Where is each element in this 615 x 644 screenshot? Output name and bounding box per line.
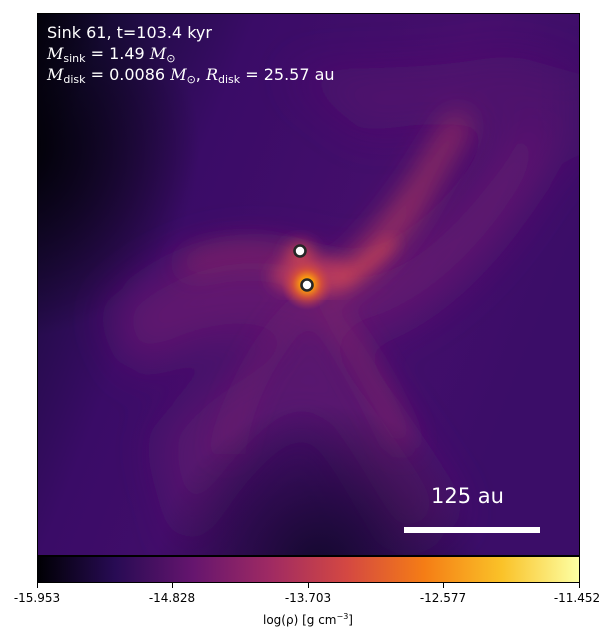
colorbar-tick-label: -15.953 xyxy=(13,591,61,605)
colorbar-tick xyxy=(37,583,38,588)
colorbar-tick-label: -12.577 xyxy=(419,591,467,605)
density-map: Sink 61, t=103.4 kyr Msink = 1.49 M⊙ Mdi… xyxy=(37,13,580,556)
colorbar-tick xyxy=(172,583,173,588)
colorbar-tick-label: -11.452 xyxy=(553,591,601,605)
scale-bar-label: 125 au xyxy=(431,484,504,508)
sink-b-marker xyxy=(300,278,314,292)
colorbar-title: log(ρ) [g cm−3] xyxy=(263,612,353,627)
sink-time-label: Sink 61, t=103.4 kyr xyxy=(47,23,212,42)
disk-properties-label: Mdisk = 0.0086 M⊙, Rdisk = 25.57 au xyxy=(47,65,335,86)
colorbar-tick-label: -14.828 xyxy=(148,591,196,605)
sink-a-marker xyxy=(293,244,307,258)
colorbar-tick xyxy=(308,583,309,588)
sink-mass-label: Msink = 1.49 M⊙ xyxy=(47,44,176,65)
density-image xyxy=(38,14,579,555)
colorbar-tick-label: -13.703 xyxy=(284,591,332,605)
colorbar-tick xyxy=(579,583,580,588)
colorbar-tick xyxy=(443,583,444,588)
colorbar xyxy=(37,556,580,583)
scale-bar xyxy=(404,527,540,533)
